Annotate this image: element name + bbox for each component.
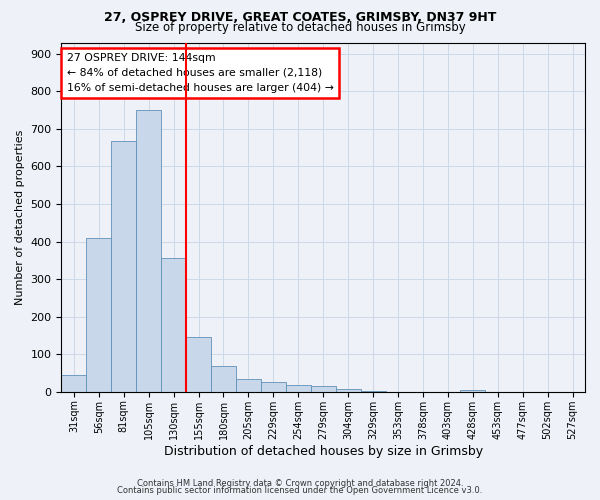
Bar	[311, 386, 335, 392]
Text: Size of property relative to detached houses in Grimsby: Size of property relative to detached ho…	[134, 21, 466, 34]
Bar	[361, 391, 386, 392]
Text: Contains public sector information licensed under the Open Government Licence v3: Contains public sector information licen…	[118, 486, 482, 495]
Bar	[136, 110, 161, 392]
X-axis label: Distribution of detached houses by size in Grimsby: Distribution of detached houses by size …	[164, 444, 483, 458]
Text: Contains HM Land Registry data © Crown copyright and database right 2024.: Contains HM Land Registry data © Crown c…	[137, 478, 463, 488]
Text: 27 OSPREY DRIVE: 144sqm
← 84% of detached houses are smaller (2,118)
16% of semi: 27 OSPREY DRIVE: 144sqm ← 84% of detache…	[67, 53, 334, 92]
Bar	[460, 390, 485, 392]
Bar	[236, 378, 261, 392]
Bar	[161, 258, 186, 392]
Bar	[61, 375, 86, 392]
Bar	[86, 238, 111, 392]
Bar	[111, 142, 136, 392]
Bar	[211, 366, 236, 392]
Bar	[186, 336, 211, 392]
Y-axis label: Number of detached properties: Number of detached properties	[15, 130, 25, 305]
Bar	[286, 385, 311, 392]
Bar	[261, 382, 286, 392]
Bar	[335, 389, 361, 392]
Text: 27, OSPREY DRIVE, GREAT COATES, GRIMSBY, DN37 9HT: 27, OSPREY DRIVE, GREAT COATES, GRIMSBY,…	[104, 11, 496, 24]
